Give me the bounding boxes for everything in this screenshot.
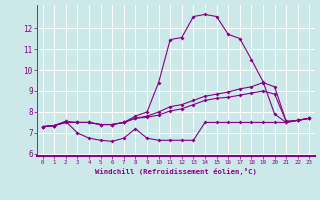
X-axis label: Windchill (Refroidissement éolien,°C): Windchill (Refroidissement éolien,°C) [95,168,257,175]
